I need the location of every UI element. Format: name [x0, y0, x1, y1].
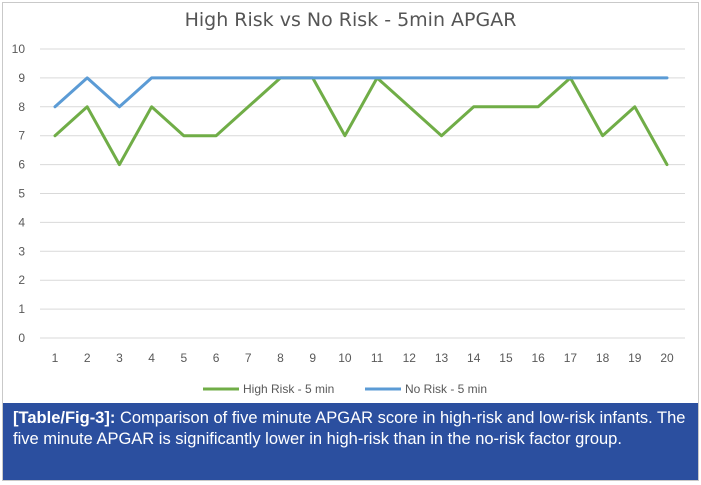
x-tick-label: 13: [435, 351, 449, 365]
x-tick-label: 8: [277, 351, 284, 365]
y-tick-label: 7: [18, 129, 25, 143]
y-tick-label: 2: [18, 273, 25, 287]
y-tick-label: 6: [18, 158, 25, 172]
legend-label: No Risk - 5 min: [405, 382, 487, 396]
x-tick-label: 12: [403, 351, 417, 365]
y-tick-label: 9: [18, 71, 25, 85]
x-tick-label: 20: [660, 351, 674, 365]
x-tick-label: 18: [596, 351, 610, 365]
x-tick-label: 19: [628, 351, 642, 365]
y-tick-label: 1: [18, 302, 25, 316]
x-tick-label: 5: [180, 351, 187, 365]
x-tick-label: 17: [564, 351, 578, 365]
x-tick-label: 10: [338, 351, 352, 365]
x-tick-label: 3: [116, 351, 123, 365]
x-tick-label: 6: [213, 351, 220, 365]
x-tick-label: 7: [245, 351, 252, 365]
chart-title: High Risk vs No Risk - 5min APGAR: [184, 9, 517, 31]
y-tick-label: 4: [18, 215, 25, 229]
y-tick-label: 0: [18, 331, 25, 345]
x-tick-label: 2: [84, 351, 91, 365]
x-tick-label: 9: [309, 351, 316, 365]
figure-caption: [Table/Fig-3]: Comparison of five minute…: [3, 403, 698, 480]
x-tick-label: 11: [371, 351, 384, 365]
x-tick-label: 14: [467, 351, 481, 365]
x-tick-label: 4: [148, 351, 155, 365]
x-tick-label: 1: [52, 351, 59, 365]
series-line-high-risk: [53, 76, 669, 167]
series-line-no-risk: [53, 76, 669, 109]
x-tick-label: 15: [499, 351, 513, 365]
y-tick-label: 10: [12, 42, 26, 56]
legend-label: High Risk - 5 min: [243, 382, 334, 396]
caption-text: Comparison of five minute APGAR score in…: [13, 409, 686, 448]
y-tick-label: 3: [18, 244, 25, 258]
caption-label: [Table/Fig-3]:: [13, 409, 116, 427]
x-tick-label: 16: [531, 351, 545, 365]
y-tick-label: 5: [18, 187, 25, 201]
y-tick-label: 8: [18, 100, 25, 114]
